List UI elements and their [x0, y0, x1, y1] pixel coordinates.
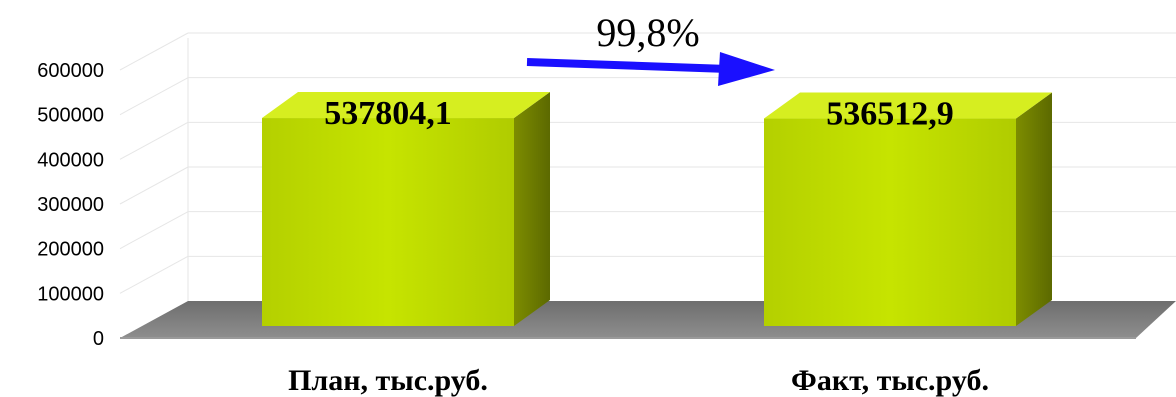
data-label: 537804,1	[324, 95, 452, 132]
y-tick-label: 500000	[37, 105, 104, 127]
bar-side-face	[1016, 92, 1052, 327]
y-tick-label: 400000	[37, 149, 104, 171]
arrow-shaft	[526, 58, 729, 73]
arrow-head	[718, 52, 775, 86]
x-axis: План, тыс.руб. Факт, тыс.руб.	[288, 364, 989, 397]
y-tick-label: 300000	[37, 194, 104, 216]
y-axis: 0 100000 200000 300000 400000 500000 600000	[37, 60, 104, 350]
y-tick-label: 100000	[37, 283, 104, 305]
gridline-side	[119, 121, 189, 160]
x-category-label: План, тыс.руб.	[288, 364, 488, 397]
gridline-side	[119, 255, 189, 294]
gridline-side	[119, 32, 189, 71]
gridline-side	[119, 211, 189, 250]
y-tick-label: 0	[93, 328, 104, 350]
gridline-side	[119, 166, 189, 205]
y-tick-label: 600000	[37, 60, 104, 82]
bar-top-face	[764, 92, 1052, 119]
bar-2	[764, 92, 1052, 327]
percent-annotation: 99,8%	[596, 10, 699, 55]
data-labels: 537804,1 536512,9	[324, 95, 954, 132]
gridline-side	[119, 77, 189, 116]
annotation: 99,8%	[526, 10, 775, 86]
y-tick-label: 200000	[37, 239, 104, 261]
bar-1	[262, 92, 550, 327]
bars	[262, 92, 1052, 327]
bar-side-face	[514, 92, 550, 327]
data-label: 536512,9	[826, 96, 954, 133]
bar-front-face	[764, 118, 1016, 327]
bar-top-face	[262, 92, 550, 119]
x-category-label: Факт, тыс.руб.	[791, 364, 989, 397]
bar-front-face	[262, 118, 514, 327]
